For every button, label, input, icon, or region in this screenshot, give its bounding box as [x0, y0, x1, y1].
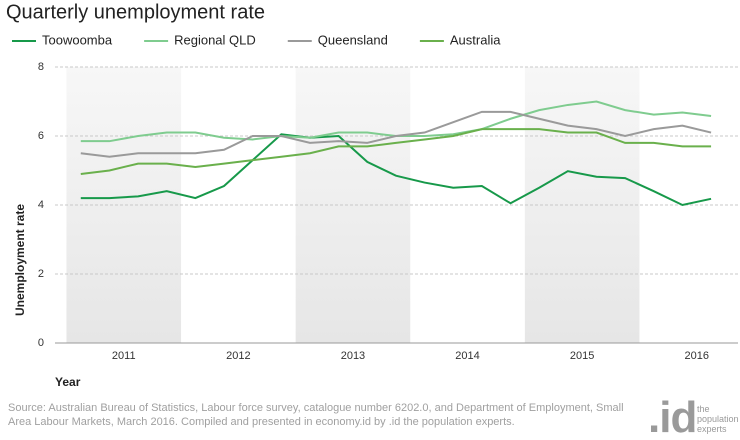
y-tick-label: 2: [38, 268, 44, 280]
year-band: [66, 67, 182, 343]
x-tick-label: 2012: [226, 350, 250, 362]
x-tick-label: 2014: [455, 350, 479, 362]
x-tick-label: 2011: [112, 350, 136, 362]
logo: .id: [648, 393, 697, 440]
logo-tagline: the population experts: [697, 404, 739, 434]
legend-label: Australia: [450, 32, 501, 47]
series-line: [80, 110, 712, 158]
x-tick-label: 2015: [570, 350, 594, 362]
legend-label: Toowoomba: [42, 32, 113, 47]
y-tick-label: 6: [38, 130, 44, 142]
legend-label: Queensland: [318, 32, 388, 47]
x-tick-label: 2016: [685, 350, 709, 362]
y-axis-label: Unemployment rate: [13, 204, 27, 316]
source-note: Source: Australian Bureau of Statistics,…: [8, 402, 624, 428]
y-tick-label: 8: [38, 61, 44, 73]
y-tick-label: 4: [38, 199, 44, 211]
x-axis-label: Year: [55, 375, 81, 389]
series-line: [80, 133, 712, 207]
legend-label: Regional QLD: [174, 32, 256, 47]
chart: Quarterly unemployment rate Unemployment…: [6, 1, 738, 389]
y-tick-label: 0: [38, 337, 44, 349]
series-line: [80, 128, 712, 175]
chart-title: Quarterly unemployment rate: [6, 1, 265, 23]
x-tick-label: 2013: [341, 350, 365, 362]
